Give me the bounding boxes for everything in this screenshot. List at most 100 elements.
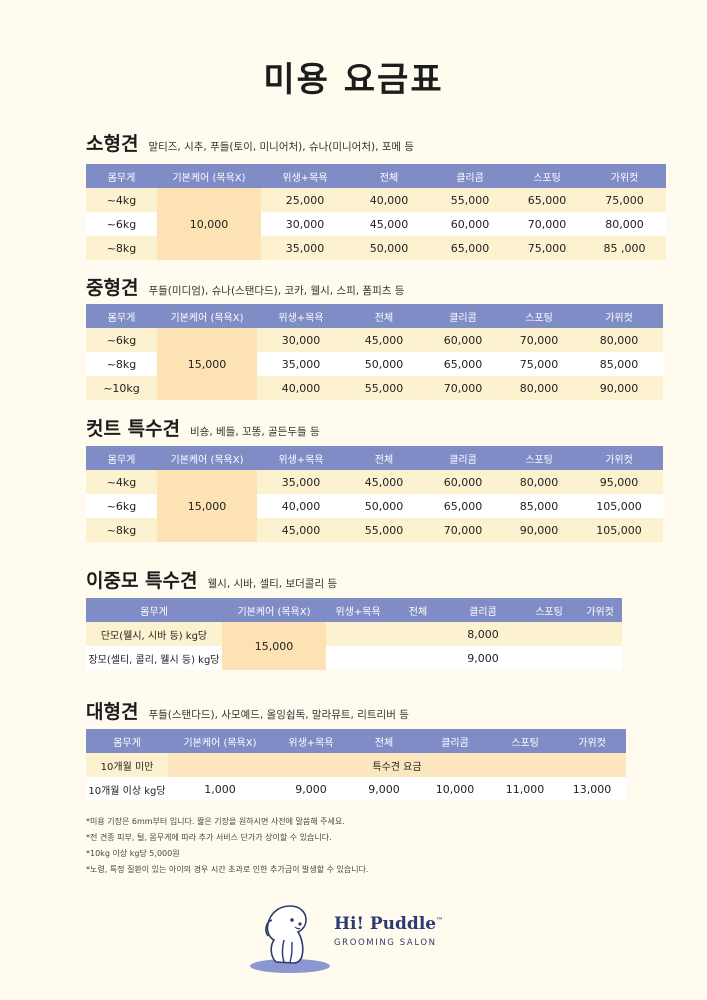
price-cell bbox=[326, 646, 390, 670]
weight-cell: ~4kg bbox=[86, 470, 157, 494]
price-cell: 50,000 bbox=[349, 236, 429, 260]
table-row: ~6kg 30,000 45,000 60,000 70,000 80,000 bbox=[86, 212, 666, 236]
price-cell: 30,000 bbox=[261, 212, 349, 236]
weight-cell: ~4kg bbox=[86, 188, 157, 212]
page-title: 미용 요금표 bbox=[263, 60, 444, 100]
section-breeds: 말티즈, 시추, 푸들(토이, 미니어처), 슈나(미니어처), 포메 등 bbox=[148, 141, 415, 153]
header-row: 몸무게 기본케어 (목욕X) 위생+목욕 전체 클리콤 스포팅 가위컷 bbox=[86, 304, 663, 328]
section-breeds: 비숑, 베들, 꼬똥, 골든두들 등 bbox=[190, 426, 320, 438]
price-cell: 55,000 bbox=[345, 376, 423, 400]
weight-cell: ~8kg bbox=[86, 518, 157, 542]
price-cell: 85,000 bbox=[575, 352, 663, 376]
table-row: ~4kg 10,000 25,000 40,000 55,000 65,000 … bbox=[86, 188, 666, 260]
price-cell bbox=[520, 622, 578, 646]
price-cell: 65,000 bbox=[511, 188, 583, 212]
section-breeds: 웰시, 시바, 셀티, 보더콜리 등 bbox=[207, 578, 338, 590]
price-cell: 35,000 bbox=[261, 236, 349, 260]
col-full: 전체 bbox=[390, 598, 446, 622]
weight-cell: 단모(웰시, 시바 등) kg당 bbox=[86, 622, 222, 646]
table-row: ~4kg 15,000 35,000 45,000 60,000 80,000 … bbox=[86, 470, 663, 542]
basic-care-price: 1,000 bbox=[168, 777, 272, 801]
section-breeds: 푸들(미디엄), 슈나(스탠다드), 코카, 웰시, 스피, 폼피츠 등 bbox=[148, 285, 405, 297]
section-title: 소형견 bbox=[86, 133, 139, 155]
header-row: 몸무게 기본케어 (목욕X) 위생+목욕 전체 클리콤 스포팅 가위컷 bbox=[86, 446, 663, 470]
price-cell: 45,000 bbox=[345, 470, 423, 494]
table-row: ~10kg 40,000 55,000 70,000 80,000 90,000 bbox=[86, 376, 663, 400]
weight-cell: 10개월 미만 bbox=[86, 753, 168, 777]
price-cell: 75,000 bbox=[511, 236, 583, 260]
price-table-large: 몸무게 기본케어 (목욕X) 위생+목욕 전체 클리콤 스포팅 가위컷 10개월… bbox=[86, 729, 626, 801]
price-cell: 50,000 bbox=[345, 494, 423, 518]
price-cell bbox=[390, 646, 446, 670]
weight-cell: 장모(셀티, 콜리, 웰시 등) kg당 bbox=[86, 646, 222, 670]
weight-cell: ~6kg bbox=[86, 212, 157, 236]
price-cell: 40,000 bbox=[349, 188, 429, 212]
price-cell bbox=[390, 622, 446, 646]
price-cell: 10,000 bbox=[418, 777, 492, 801]
table-row: ~6kg 15,000 30,000 45,000 60,000 70,000 … bbox=[86, 328, 663, 400]
col-clippome: 클리콤 bbox=[446, 598, 520, 622]
footnote: *미용 기장은 6mm부터 입니다. 짧은 기장을 원하시면 사전에 말씀해 주… bbox=[86, 817, 345, 826]
weight-cell: ~8kg bbox=[86, 352, 157, 376]
price-cell: 80,000 bbox=[503, 376, 575, 400]
col-hygiene-bath: 위생+목욕 bbox=[326, 598, 390, 622]
col-sporting: 스포팅 bbox=[503, 446, 575, 470]
price-cell: 40,000 bbox=[257, 494, 345, 518]
col-basic-care: 기본케어 (목욕X) bbox=[157, 446, 257, 470]
price-cell: 105,000 bbox=[575, 518, 663, 542]
special-rate-cell: 특수견 요금 bbox=[168, 753, 626, 777]
price-cell: 70,000 bbox=[511, 212, 583, 236]
col-hygiene-bath: 위생+목욕 bbox=[257, 446, 345, 470]
table-row: ~8kg 35,000 50,000 65,000 75,000 85 ,000 bbox=[86, 236, 666, 260]
brand-name: Hi! Puddle™ bbox=[334, 914, 444, 934]
col-clippome: 클리콤 bbox=[423, 446, 503, 470]
col-weight: 몸무게 bbox=[86, 446, 157, 470]
price-cell: 75,000 bbox=[503, 352, 575, 376]
basic-care-price: 10,000 bbox=[157, 188, 261, 260]
price-cell: 65,000 bbox=[429, 236, 511, 260]
price-cell: 65,000 bbox=[423, 494, 503, 518]
price-cell: 70,000 bbox=[423, 518, 503, 542]
section-large: 대형견 푸들(스탠다드), 사모예드, 올잉쉽독, 말라뮤트, 리트리버 등 몸… bbox=[86, 697, 626, 801]
price-table-double-coat: 몸무게 기본케어 (목욕X) 위생+목욕 전체 클리콤 스포팅 가위컷 단모(웰… bbox=[86, 598, 622, 670]
table-row: ~8kg 35,000 50,000 65,000 75,000 85,000 bbox=[86, 352, 663, 376]
col-weight: 몸무게 bbox=[86, 304, 157, 328]
col-sporting: 스포팅 bbox=[520, 598, 578, 622]
price-cell: 30,000 bbox=[257, 328, 345, 352]
col-scissor-cut: 가위컷 bbox=[575, 446, 663, 470]
section-title: 대형견 bbox=[86, 701, 139, 723]
col-full: 전체 bbox=[350, 729, 418, 753]
section-cut-special: 컷트 특수견 비숑, 베들, 꼬똥, 골든두들 등 몸무게 기본케어 (목욕X)… bbox=[86, 414, 663, 542]
price-cell: 55,000 bbox=[345, 518, 423, 542]
col-basic-care: 기본케어 (목욕X) bbox=[157, 164, 261, 188]
col-weight: 몸무게 bbox=[86, 729, 168, 753]
section-title: 이중모 특수견 bbox=[86, 570, 198, 592]
col-full: 전체 bbox=[349, 164, 429, 188]
col-weight: 몸무게 bbox=[86, 598, 222, 622]
brand-tagline: GROOMING SALON bbox=[334, 938, 437, 948]
table-row: ~6kg 40,000 50,000 65,000 85,000 105,000 bbox=[86, 494, 663, 518]
col-hygiene-bath: 위생+목욕 bbox=[257, 304, 345, 328]
col-scissor-cut: 가위컷 bbox=[578, 598, 622, 622]
price-cell: 70,000 bbox=[423, 376, 503, 400]
price-cell: 9,000 bbox=[446, 646, 520, 670]
col-basic-care: 기본케어 (목욕X) bbox=[157, 304, 257, 328]
weight-cell: ~10kg bbox=[86, 376, 157, 400]
salon-logo: Hi! Puddle™ GROOMING SALON bbox=[248, 900, 468, 976]
price-cell: 9,000 bbox=[350, 777, 418, 801]
basic-care-price: 15,000 bbox=[157, 328, 257, 400]
price-cell: 11,000 bbox=[492, 777, 558, 801]
price-cell: 95,000 bbox=[575, 470, 663, 494]
weight-cell: 10개월 이상 kg당 bbox=[86, 777, 168, 801]
price-cell: 90,000 bbox=[503, 518, 575, 542]
basic-care-price: 15,000 bbox=[222, 622, 326, 670]
section-title: 중형견 bbox=[86, 277, 139, 299]
weight-cell: ~6kg bbox=[86, 494, 157, 518]
price-cell: 55,000 bbox=[429, 188, 511, 212]
header-row: 몸무게 기본케어 (목욕X) 위생+목욕 전체 클리콤 스포팅 가위컷 bbox=[86, 729, 626, 753]
col-clippome: 클리콤 bbox=[418, 729, 492, 753]
price-table-cut-special: 몸무게 기본케어 (목욕X) 위생+목욕 전체 클리콤 스포팅 가위컷 ~4kg… bbox=[86, 446, 663, 542]
price-cell: 45,000 bbox=[345, 328, 423, 352]
price-cell: 85,000 bbox=[503, 494, 575, 518]
col-hygiene-bath: 위생+목욕 bbox=[261, 164, 349, 188]
